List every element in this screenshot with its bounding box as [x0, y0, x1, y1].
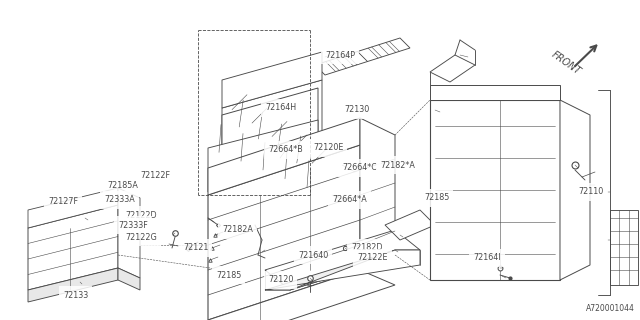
Polygon shape: [28, 188, 118, 228]
Polygon shape: [222, 80, 322, 175]
Polygon shape: [430, 100, 560, 280]
Text: 72127F: 72127F: [48, 197, 78, 206]
Text: 72122D: 72122D: [125, 211, 157, 220]
Polygon shape: [610, 210, 638, 285]
Text: 72333F: 72333F: [118, 220, 148, 229]
Text: 72185: 72185: [216, 270, 241, 279]
Polygon shape: [208, 270, 395, 320]
Text: 72164H: 72164H: [265, 103, 296, 113]
Polygon shape: [208, 118, 360, 195]
Polygon shape: [208, 145, 360, 320]
Text: 72182*A: 72182*A: [380, 161, 415, 170]
Polygon shape: [118, 188, 140, 278]
Text: FRONT: FRONT: [550, 50, 583, 77]
Text: 72182D: 72182D: [351, 244, 383, 252]
Text: 72664*C: 72664*C: [342, 164, 377, 172]
Polygon shape: [28, 205, 118, 290]
Text: 72185A: 72185A: [107, 180, 138, 189]
Text: 72122E: 72122E: [357, 253, 387, 262]
Text: 72110: 72110: [578, 188, 604, 196]
Polygon shape: [265, 250, 420, 290]
Text: 72164P: 72164P: [325, 51, 355, 60]
Polygon shape: [385, 210, 435, 240]
Polygon shape: [265, 250, 420, 290]
Text: 72333A: 72333A: [104, 196, 135, 204]
Text: 721640: 721640: [298, 251, 328, 260]
Polygon shape: [360, 118, 395, 270]
Text: 72120E: 72120E: [313, 143, 344, 153]
Polygon shape: [430, 85, 560, 100]
Polygon shape: [315, 38, 410, 75]
Text: 72182A: 72182A: [222, 226, 253, 235]
Text: 72185: 72185: [424, 194, 449, 203]
Text: 72120: 72120: [268, 276, 293, 284]
Polygon shape: [222, 52, 322, 108]
Polygon shape: [430, 55, 475, 82]
Polygon shape: [208, 120, 318, 192]
Text: 72122F: 72122F: [140, 171, 170, 180]
Text: A720001044: A720001044: [586, 304, 635, 313]
Text: 72121: 72121: [183, 244, 209, 252]
Polygon shape: [560, 100, 590, 280]
Text: 72664*A: 72664*A: [332, 196, 367, 204]
Text: 72164I: 72164I: [473, 253, 500, 262]
Text: 72130: 72130: [344, 106, 369, 115]
Polygon shape: [222, 88, 318, 175]
Polygon shape: [118, 268, 140, 290]
Polygon shape: [28, 268, 118, 302]
Text: 72133: 72133: [63, 291, 88, 300]
Text: 72664*B: 72664*B: [268, 146, 303, 155]
Text: 72122G: 72122G: [125, 233, 157, 242]
Polygon shape: [265, 230, 420, 290]
